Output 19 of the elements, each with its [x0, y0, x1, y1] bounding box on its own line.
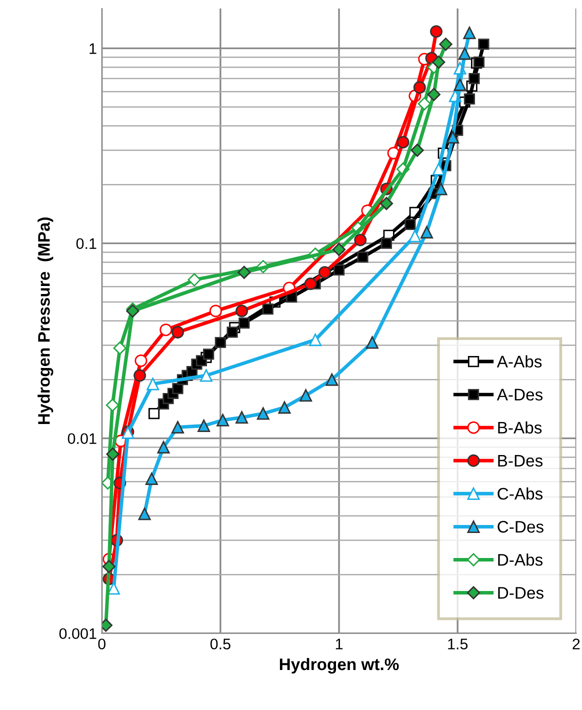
x-tick-label: 1.5	[448, 638, 468, 650]
legend-label: C-Abs	[498, 487, 543, 500]
x-tick-label: 1	[336, 638, 343, 650]
legend-label: B-Abs	[498, 421, 542, 434]
x-tick-label: 0.5	[210, 638, 230, 650]
legend-label: C-Des	[498, 520, 544, 533]
legend-label: D-Des	[498, 587, 544, 599]
x-tick-label: 0	[98, 638, 106, 650]
legend-label: B-Des	[498, 455, 543, 467]
x-tick-label: 2	[572, 638, 580, 650]
y-tick-label: 0.1	[76, 238, 96, 250]
y-tick-label: 0.001	[59, 628, 96, 640]
y-axis-title: Hydrogen Pressure (MPa)	[38, 218, 54, 424]
legend-label: D-Abs	[498, 554, 543, 566]
legend-label: A-Des	[496, 388, 543, 401]
legend-label: A-Abs	[496, 355, 542, 368]
y-tick-label: 1	[90, 43, 96, 54]
y-tick-label: 0.01	[68, 433, 96, 444]
x-axis-title: Hydrogen wt.%	[280, 658, 399, 674]
